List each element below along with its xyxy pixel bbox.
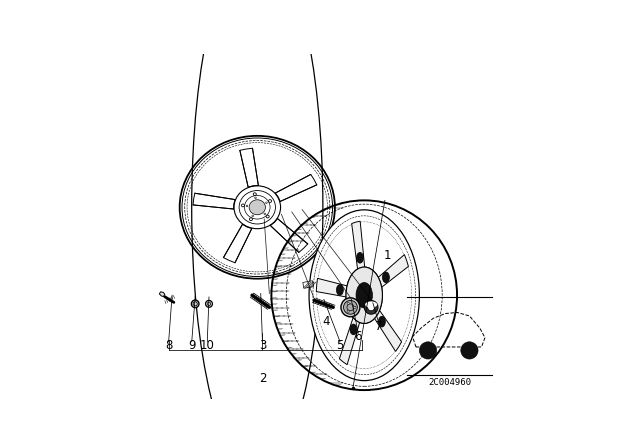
Ellipse shape: [347, 310, 349, 312]
Polygon shape: [374, 310, 401, 351]
Text: 2C004960: 2C004960: [428, 378, 471, 387]
Ellipse shape: [266, 215, 269, 218]
Text: 2: 2: [259, 371, 266, 384]
Circle shape: [461, 342, 478, 359]
Text: 5: 5: [337, 339, 344, 352]
Polygon shape: [303, 281, 314, 289]
Polygon shape: [351, 221, 365, 269]
Ellipse shape: [337, 284, 343, 295]
Ellipse shape: [365, 302, 377, 308]
Ellipse shape: [356, 283, 372, 308]
Text: 3: 3: [259, 339, 266, 352]
Polygon shape: [378, 254, 408, 287]
Ellipse shape: [241, 204, 244, 207]
Ellipse shape: [344, 301, 357, 314]
Ellipse shape: [341, 298, 360, 317]
Ellipse shape: [249, 200, 266, 215]
Ellipse shape: [250, 218, 252, 220]
Text: 4: 4: [323, 314, 330, 327]
Polygon shape: [316, 278, 347, 297]
Ellipse shape: [346, 267, 383, 323]
Ellipse shape: [383, 272, 389, 283]
Ellipse shape: [367, 304, 374, 311]
Text: 8: 8: [165, 339, 172, 352]
Ellipse shape: [346, 267, 383, 323]
Ellipse shape: [378, 316, 385, 327]
Ellipse shape: [309, 210, 419, 381]
Ellipse shape: [269, 200, 271, 202]
Ellipse shape: [354, 306, 356, 308]
Circle shape: [419, 342, 436, 359]
Ellipse shape: [356, 252, 364, 263]
Polygon shape: [159, 292, 165, 297]
Text: 6: 6: [355, 330, 362, 343]
Text: 1: 1: [383, 249, 391, 262]
Ellipse shape: [347, 302, 349, 305]
Text: 10: 10: [200, 339, 214, 352]
Ellipse shape: [205, 301, 212, 307]
Text: 7: 7: [375, 320, 383, 333]
Polygon shape: [339, 318, 360, 365]
Ellipse shape: [253, 193, 256, 196]
Ellipse shape: [191, 300, 199, 308]
Ellipse shape: [350, 324, 357, 335]
Text: 9: 9: [188, 339, 195, 352]
Ellipse shape: [364, 301, 378, 314]
